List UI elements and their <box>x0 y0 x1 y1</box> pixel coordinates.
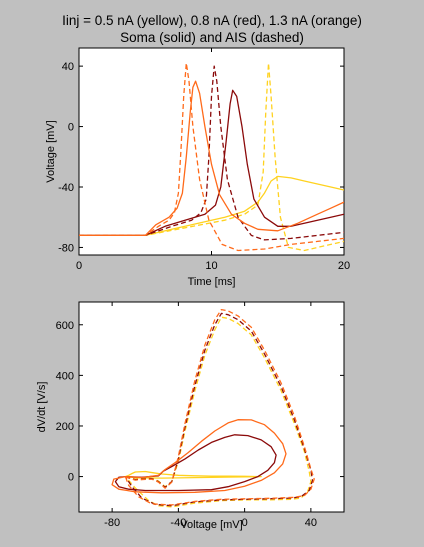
voltage-trace-series-0-8-na-soma <box>79 89 344 237</box>
voltage-trace-ytick-label: -40 <box>58 182 74 194</box>
voltage-trace-ytick-label: 0 <box>68 122 74 134</box>
voltage-trace-series-1-3-na-soma <box>79 80 344 237</box>
phase-plot-series-1-3-na-soma <box>111 419 287 494</box>
voltage-trace-ylabel: Voltage [mV] <box>45 120 57 182</box>
voltage-trace-ytick-label: 40 <box>62 61 74 73</box>
phase-plot-xtick-label: -80 <box>104 517 120 529</box>
voltage-trace-xtick-label: 0 <box>76 260 82 272</box>
voltage-trace-series-0-5-na-soma <box>79 175 344 237</box>
phase-plot-series-0-8-na-ais <box>124 312 314 507</box>
voltage-trace-xlabel: Time [ms] <box>188 276 236 288</box>
voltage-trace-xtick-label: 10 <box>205 260 217 272</box>
voltage-trace-xtick-label: 20 <box>338 260 350 272</box>
phase-plot-ytick-label: 400 <box>56 370 74 382</box>
phase-plot-plot-area <box>78 301 345 513</box>
voltage-trace-series-1-3-na-ais <box>79 62 344 252</box>
voltage-trace-panel: 0 10 20 -80 -40 0 40 Time [ms] Voltage [mV] <box>45 47 350 288</box>
voltage-trace-ytick-label: -80 <box>58 242 74 254</box>
phase-plot-ytick-label: 200 <box>56 421 74 433</box>
phase-plot-ylabel: dV/dt [V/s] <box>36 382 48 433</box>
phase-plot-xtick-label: -40 <box>170 517 186 529</box>
figure-title-line2: Soma (solid) and AIS (dashed) <box>120 30 304 45</box>
voltage-trace-series-0-5-na-ais <box>79 62 344 252</box>
figure-title-line1: Iinj = 0.5 nA (yellow), 0.8 nA (red), 1.… <box>62 13 362 28</box>
phase-plot-ytick-label: 600 <box>56 320 74 332</box>
phase-plot-series-0-5-na-soma <box>125 470 262 479</box>
phase-plot-xlabel: Voltage [mV] <box>180 519 242 531</box>
voltage-trace-series-0-8-na-ais <box>79 65 344 241</box>
phase-plot-series-1-3-na-ais <box>124 308 315 506</box>
phase-plot-xtick-label: 40 <box>305 517 317 529</box>
phase-plot-xtick-label: 0 <box>242 517 248 529</box>
phase-plot-ytick-label: 0 <box>68 472 74 484</box>
